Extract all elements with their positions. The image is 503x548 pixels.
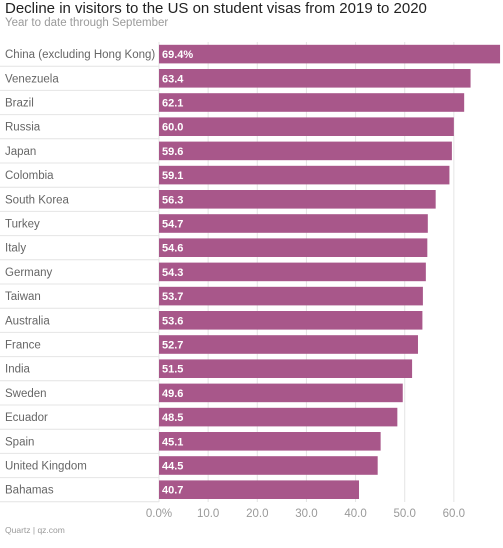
category-label: Russia (5, 122, 41, 134)
value-label: 59.1 (162, 170, 183, 182)
value-label: 63.4 (162, 73, 184, 85)
category-label: United Kingdom (5, 461, 87, 473)
category-label: Ecuador (5, 412, 48, 424)
x-tick-label: 20.0 (246, 508, 268, 520)
category-label: Colombia (5, 170, 54, 182)
bar (159, 359, 413, 378)
chart-subtitle: Year to date through September (5, 17, 169, 29)
source-credit: Quartz | qz.com (5, 525, 65, 535)
bar (159, 335, 418, 354)
bar (159, 407, 398, 427)
bar (159, 214, 428, 233)
category-label: Sweden (5, 388, 47, 400)
x-tick-label: 10.0 (197, 508, 219, 520)
value-label: 51.5 (162, 364, 183, 376)
value-label: 56.3 (162, 194, 183, 206)
value-label: 62.1 (162, 98, 183, 110)
value-label: 53.6 (162, 315, 183, 327)
category-label: Bahamas (5, 485, 54, 497)
category-label: Turkey (5, 219, 40, 231)
bar (159, 93, 465, 112)
value-label: 52.7 (162, 340, 183, 352)
category-label: Taiwan (5, 291, 41, 303)
bar (159, 165, 450, 185)
x-tick-label: 0.0% (146, 508, 172, 520)
category-label: China (excluding Hong Kong) (5, 49, 155, 61)
category-label: Venezuela (5, 73, 59, 85)
category-label: South Korea (5, 194, 70, 206)
value-label: 69.4% (162, 49, 193, 61)
bar (159, 69, 471, 88)
category-label: Brazil (5, 98, 34, 110)
value-label: 59.6 (162, 146, 183, 158)
bar (159, 311, 423, 330)
category-label: Australia (5, 315, 50, 327)
value-label: 45.1 (162, 436, 183, 448)
bar (159, 117, 454, 136)
bar (159, 141, 452, 161)
bar (159, 238, 428, 257)
category-label: Japan (5, 146, 36, 158)
category-label: India (5, 364, 31, 376)
value-label: 54.3 (162, 267, 183, 279)
value-label: 60.0 (162, 122, 183, 134)
bar (159, 432, 381, 451)
category-label: Italy (5, 243, 26, 255)
value-label: 40.7 (162, 485, 183, 497)
value-label: 44.5 (162, 461, 183, 473)
bar (159, 456, 378, 475)
value-label: 54.7 (162, 219, 183, 231)
category-label: Germany (5, 267, 53, 279)
x-tick-label: 40.0 (344, 508, 366, 520)
x-tick-label: 60.0 (443, 508, 465, 520)
value-label: 53.7 (162, 291, 183, 303)
value-label: 48.5 (162, 412, 183, 424)
value-label: 54.6 (162, 243, 183, 255)
x-tick-label: 50.0 (394, 508, 416, 520)
bar (159, 262, 426, 282)
bar (159, 383, 403, 403)
bar (159, 190, 436, 209)
bar (159, 480, 360, 499)
bar (159, 286, 423, 306)
chart-title: Decline in visitors to the US on student… (5, 0, 427, 17)
bar (159, 44, 501, 64)
category-label: France (5, 340, 41, 352)
x-tick-label: 30.0 (295, 508, 317, 520)
value-label: 49.6 (162, 388, 183, 400)
category-label: Spain (5, 436, 34, 448)
